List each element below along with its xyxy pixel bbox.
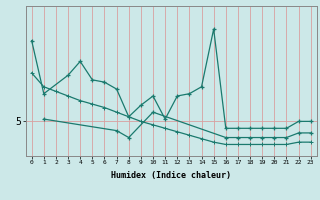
X-axis label: Humidex (Indice chaleur): Humidex (Indice chaleur) bbox=[111, 171, 231, 180]
